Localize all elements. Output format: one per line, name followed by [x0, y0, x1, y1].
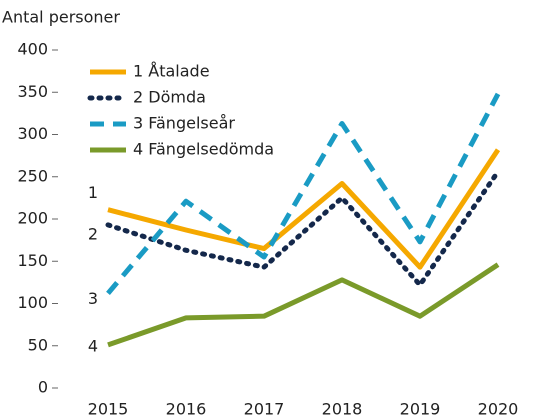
- x-tick-label: 2016: [166, 400, 207, 418]
- legend-label: 3 Fängelseår: [133, 114, 235, 133]
- series-line: [105, 169, 501, 288]
- x-tick-label: 2018: [322, 400, 363, 418]
- y-tick-label: 300: [17, 124, 48, 143]
- x-tick-label: 2015: [88, 400, 129, 418]
- y-tick-label: 350: [17, 82, 48, 101]
- y-tick-label: 50: [28, 335, 48, 354]
- annotation: 2: [88, 224, 98, 243]
- x-tick-label: 2019: [400, 400, 441, 418]
- y-tick-label: 250: [17, 166, 48, 185]
- x-tick-label: 2017: [244, 400, 285, 418]
- y-tick-label: 200: [17, 209, 48, 228]
- y-tick-label: 100: [17, 293, 48, 312]
- legend-label: 2 Dömda: [133, 88, 206, 107]
- series-line: [107, 262, 500, 348]
- y-axis-label: Antal personer: [2, 8, 120, 27]
- legend-label: 4 Fängelsedömda: [133, 140, 274, 159]
- series-line: [106, 92, 501, 295]
- y-tick-label: 150: [17, 251, 48, 270]
- legend-label: 1 Åtalade: [133, 62, 210, 81]
- x-tick-label: 2020: [478, 400, 519, 418]
- annotation: 1: [88, 183, 98, 202]
- annotation: 3: [88, 289, 98, 308]
- y-tick-label: 400: [17, 40, 48, 59]
- series-line: [107, 148, 501, 270]
- y-tick-label: 0: [38, 378, 48, 397]
- annotation: 4: [88, 336, 98, 355]
